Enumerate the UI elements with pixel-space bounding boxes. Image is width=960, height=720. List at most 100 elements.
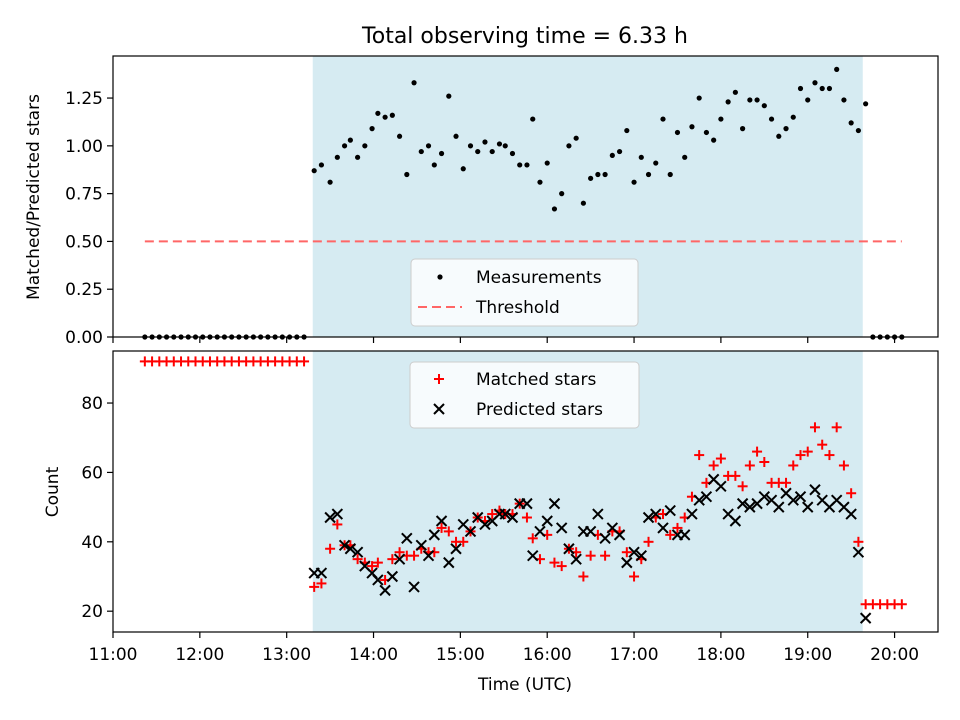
bottom-y-label: Count <box>43 466 63 517</box>
measurement-point <box>797 85 804 92</box>
measurement-point <box>537 179 543 185</box>
measurement-point <box>682 154 688 160</box>
top-y-label: Matched/Predicted stars <box>24 94 44 300</box>
measurement-point <box>696 95 702 101</box>
predicted-star-point <box>548 497 561 510</box>
measurement-point <box>595 171 601 178</box>
matched-star-point <box>332 519 343 530</box>
predicted-star-point <box>338 539 351 551</box>
bottom-legend-box <box>409 361 640 429</box>
measurement-point <box>489 148 495 155</box>
matched-star-point <box>817 439 828 450</box>
measurement-point <box>841 97 847 103</box>
matched-star-point <box>387 554 398 565</box>
matched-star-point <box>795 450 806 461</box>
predicted-star-point <box>415 539 427 551</box>
x-tick-label: 19:00 <box>783 645 832 665</box>
top-y-tick-label: 1.00 <box>65 137 103 157</box>
predicted-star-point <box>584 525 597 538</box>
measurement-point <box>551 206 558 212</box>
bottom-x-axis: 11:00 12:00 13:00 14:00 15:00 16:00 17:00 18:00… <box>89 632 919 665</box>
predicted-star-point <box>773 501 785 513</box>
matched-star-point <box>672 522 683 533</box>
matched-star-point <box>809 422 820 433</box>
predicted-star-point <box>859 612 872 624</box>
measurement-point <box>334 154 340 160</box>
matched-star-point <box>896 599 907 610</box>
measurement-point <box>580 200 586 206</box>
legend-predicted-label: Predicted stars <box>476 400 603 420</box>
predicted-star-point <box>787 494 799 506</box>
predicted-star-point <box>506 511 519 524</box>
matched-star-point <box>443 526 454 537</box>
predicted-star-point <box>435 515 448 527</box>
measurement-point <box>660 116 666 122</box>
chart-title: Total observing time = 6.33 h <box>361 24 688 49</box>
measurement-point <box>805 97 811 103</box>
matched-star-point <box>527 533 538 544</box>
predicted-star-point <box>428 529 441 541</box>
measurement-point <box>645 171 652 178</box>
measurement-point <box>341 143 348 149</box>
matched-star-point <box>831 422 842 433</box>
predicted-star-point <box>650 508 662 520</box>
bottom-y-tick-label: 20 <box>81 602 103 622</box>
measurement-point <box>747 97 753 103</box>
legend-threshold-label: Threshold <box>475 298 560 318</box>
x-axis-label: Time (UTC) <box>477 675 572 695</box>
matched-star-point <box>458 536 469 547</box>
top-x-ticks <box>112 337 896 343</box>
matched-star-point <box>730 470 741 481</box>
legend-measurements-marker <box>437 274 443 280</box>
matched-star-point <box>737 481 748 492</box>
x-tick-label: 13:00 <box>262 645 311 665</box>
matched-star-point <box>788 460 799 471</box>
matched-star-point <box>802 446 813 457</box>
top-y-tick-label: 0.75 <box>65 185 103 205</box>
measurement-point <box>524 162 530 168</box>
measurement-point <box>425 143 432 149</box>
predicted-star-point <box>541 515 553 527</box>
matched-star-point <box>715 453 726 464</box>
measurement-point <box>566 143 572 149</box>
measurement-point <box>725 99 731 105</box>
measurement-point <box>848 120 854 126</box>
measurement-point <box>559 191 565 197</box>
predicted-star-point <box>422 549 435 562</box>
top-legend: Measurements Threshold <box>410 258 639 327</box>
measurement-point <box>530 116 536 122</box>
bottom-plot-frame <box>112 350 939 633</box>
bottom-y-tick-label: 80 <box>81 394 103 414</box>
predicted-star-point <box>372 574 384 586</box>
legend-matched-marker <box>434 374 444 384</box>
x-tick-label: 15:00 <box>436 645 485 665</box>
matched-star-point <box>752 446 763 457</box>
predicted-star-point <box>527 549 539 562</box>
predicted-star-point <box>744 501 756 513</box>
predicted-star-point <box>700 490 713 503</box>
predicted-star-point <box>344 543 357 555</box>
predicted-star-point <box>331 508 344 520</box>
predicted-star-point <box>635 549 647 562</box>
measurement-point <box>703 129 710 136</box>
legend-measurements-label: Measurements <box>476 268 602 288</box>
top-measurement-points <box>142 66 905 340</box>
x-tick-label: 17:00 <box>610 645 659 665</box>
predicted-star-point <box>499 508 511 520</box>
measurement-point <box>411 80 417 86</box>
matched-star-point <box>694 450 705 461</box>
x-tick-label: 12:00 <box>175 645 224 665</box>
legend-matched-label: Matched stars <box>476 370 596 390</box>
measurement-point <box>502 143 508 149</box>
predicted-star-point <box>809 484 821 496</box>
matched-star-point <box>846 488 857 499</box>
top-y-tick-label: 0.50 <box>65 232 103 252</box>
measurement-point <box>438 150 445 157</box>
measurement-point <box>311 168 317 174</box>
predicted-star-point <box>657 522 669 534</box>
matched-star-point <box>665 529 676 540</box>
predicted-star-point <box>443 556 455 569</box>
measurement-point <box>355 154 361 160</box>
matched-star-point <box>824 450 835 461</box>
measurement-point <box>517 162 523 168</box>
